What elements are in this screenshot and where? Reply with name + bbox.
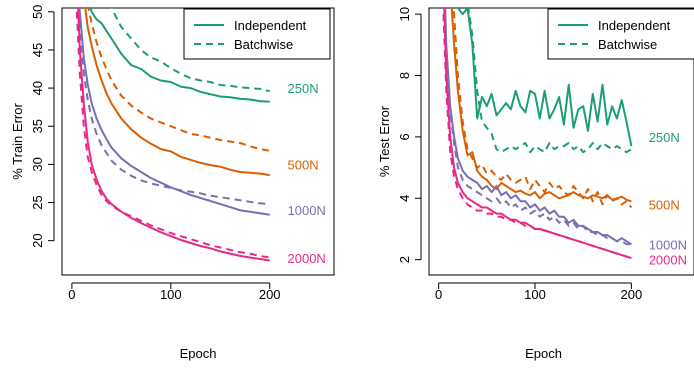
x-tick-label: 200 <box>621 287 643 302</box>
y-tick-label: 8 <box>397 72 412 79</box>
series-line-250n-independent <box>456 8 633 147</box>
series-line-500n-independent <box>450 8 632 203</box>
series-label-1000n: 1000N <box>649 237 687 252</box>
series-label-2000n: 2000N <box>288 251 326 266</box>
x-tick-label: 100 <box>524 287 546 302</box>
x-axis: 0 100 200 <box>68 282 281 302</box>
y-axis: 2 4 6 8 10 <box>397 7 422 263</box>
y-tick-label: 45 <box>30 43 45 57</box>
x-tick-label: 0 <box>435 287 442 302</box>
series-line-250n-batchwise <box>109 8 270 93</box>
y-tick-label: 25 <box>30 195 45 209</box>
y-tick-label: 40 <box>30 81 45 95</box>
series-line-2000n-independent <box>77 8 270 262</box>
series-line-500n-batchwise <box>87 8 270 152</box>
y-axis-label: % Test Error <box>377 105 392 177</box>
x-axis-label: Epoch <box>525 346 562 361</box>
series-label-250n: 250N <box>649 130 680 145</box>
legend: Independent Batchwise <box>183 8 331 60</box>
plot-frame <box>61 7 335 276</box>
series-line-500n-independent <box>84 8 270 177</box>
y-tick-label: 6 <box>397 133 412 140</box>
legend-label-dashed: Batchwise <box>598 37 657 52</box>
test-error-panel: 0 100 200 2 4 6 8 10 Epoch % Test Error 250N 500N 10… <box>377 7 694 361</box>
y-tick-label: 10 <box>397 7 412 21</box>
x-tick-label: 200 <box>259 287 281 302</box>
legend-label-dashed: Batchwise <box>234 37 293 52</box>
series-line-2000n-independent <box>443 8 632 260</box>
series-lines <box>442 8 633 260</box>
y-tick-label: 30 <box>30 157 45 171</box>
series-line-1000n-batchwise <box>443 8 632 246</box>
y-tick-label: 20 <box>30 233 45 247</box>
series-label-500n: 500N <box>288 157 319 172</box>
y-axis: 20 25 30 35 40 45 50 <box>30 5 55 248</box>
legend-box <box>183 8 331 60</box>
legend-label-solid: Independent <box>234 18 307 33</box>
x-axis-label: Epoch <box>180 346 217 361</box>
series-line-250n-independent <box>89 8 270 103</box>
series-label-1000n: 1000N <box>288 203 326 218</box>
series-line-500n-batchwise <box>452 8 633 209</box>
legend-label-solid: Independent <box>598 18 671 33</box>
series-label-2000n: 2000N <box>649 253 687 268</box>
x-axis: 0 100 200 <box>435 282 643 302</box>
y-tick-label: 4 <box>397 195 412 202</box>
series-line-2000n-batchwise <box>75 11 270 259</box>
legend: Independent Batchwise <box>547 8 694 60</box>
series-line-250n-batchwise <box>467 8 632 154</box>
series-line-1000n-independent <box>444 8 632 246</box>
plot-frame <box>428 7 694 276</box>
x-tick-label: 100 <box>160 287 182 302</box>
series-lines <box>75 8 270 262</box>
y-tick-label: 2 <box>397 256 412 263</box>
legend-box <box>547 8 694 60</box>
series-label-500n: 500N <box>649 197 680 212</box>
train-error-panel: 0 100 200 20 25 30 35 40 45 50 Epoch % Train Error 2… <box>10 5 335 361</box>
series-line-1000n-batchwise <box>77 8 270 206</box>
y-tick-label: 35 <box>30 119 45 133</box>
series-line-1000n-independent <box>78 8 270 216</box>
series-label-250n: 250N <box>288 81 319 96</box>
y-tick-label: 50 <box>30 5 45 19</box>
y-axis-label: % Train Error <box>10 103 25 180</box>
x-tick-label: 0 <box>68 287 75 302</box>
